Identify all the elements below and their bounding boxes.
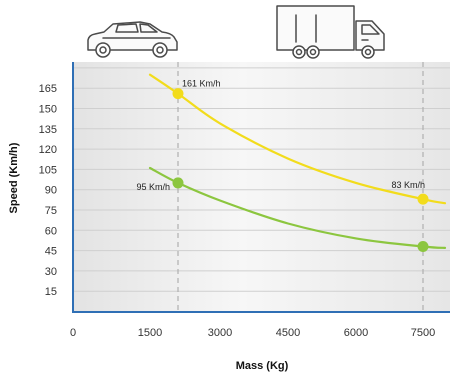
y-tick-labels: 15 30 45 60 75 90 105 120 135 150 165 xyxy=(39,83,57,298)
data-label: 83 Km/h xyxy=(391,180,425,190)
y-tick-label: 150 xyxy=(39,104,57,116)
x-axis-title: Mass (Kg) xyxy=(236,360,289,372)
x-tick-label: 0 xyxy=(70,327,76,339)
x-tick-label: 7500 xyxy=(411,327,435,339)
highlight-point xyxy=(417,193,429,205)
y-tick-label: 90 xyxy=(45,185,57,197)
car-icon xyxy=(87,21,178,58)
truck-icon xyxy=(276,5,385,59)
x-tick-labels: 0 1500 3000 4500 6000 7500 xyxy=(70,327,435,339)
highlight-point xyxy=(172,88,184,100)
x-tick-label: 6000 xyxy=(344,327,368,339)
highlight-points xyxy=(172,88,429,253)
reference-lines xyxy=(177,62,424,312)
y-tick-label: 30 xyxy=(45,266,57,278)
x-tick-label: 1500 xyxy=(138,327,162,339)
y-tick-label: 75 xyxy=(45,205,57,217)
data-labels: 161 Km/h 83 Km/h 95 Km/h xyxy=(136,79,425,192)
y-tick-label: 45 xyxy=(45,246,57,258)
y-tick-label: 60 xyxy=(45,225,57,237)
y-tick-label: 120 xyxy=(39,144,57,156)
data-label: 161 Km/h xyxy=(182,79,221,89)
y-tick-label: 105 xyxy=(39,164,57,176)
y-tick-label: 15 xyxy=(45,286,57,298)
x-tick-label: 3000 xyxy=(208,327,232,339)
grid-lines xyxy=(73,67,450,292)
x-tick-label: 4500 xyxy=(276,327,300,339)
y-tick-label: 135 xyxy=(39,124,57,136)
y-axis-title: Speed (Km/h) xyxy=(8,142,20,213)
plot-background xyxy=(73,62,450,312)
highlight-point xyxy=(417,241,429,253)
data-label: 95 Km/h xyxy=(136,182,170,192)
y-tick-label: 165 xyxy=(39,83,57,95)
highlight-point xyxy=(172,177,184,189)
